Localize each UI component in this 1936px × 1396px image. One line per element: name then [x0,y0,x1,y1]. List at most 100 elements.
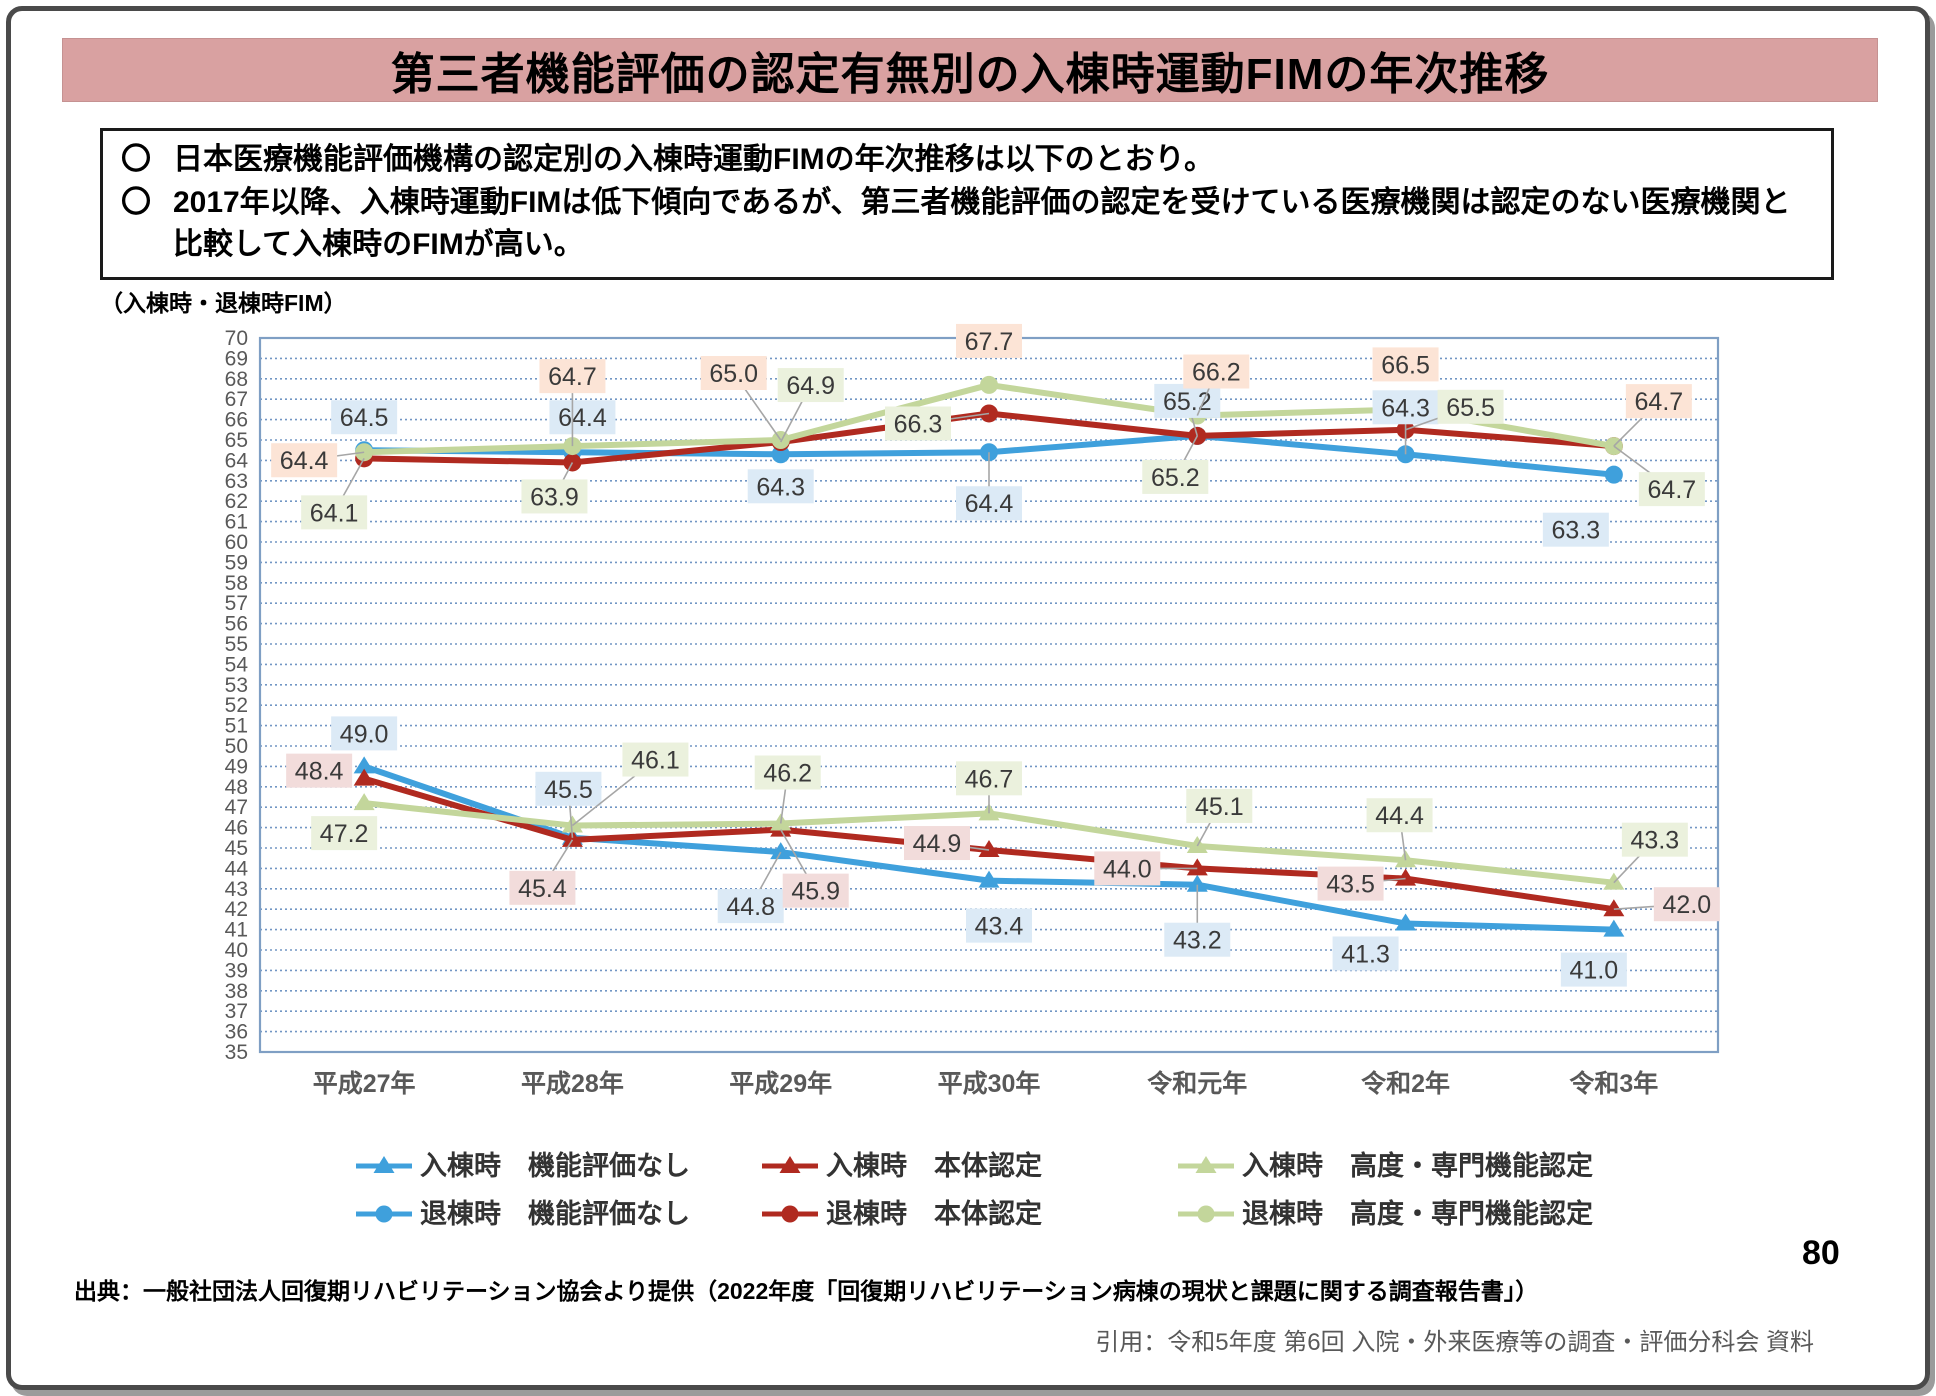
svg-text:41.0: 41.0 [1570,957,1619,985]
svg-text:49.0: 49.0 [340,720,389,748]
bullet-item-1: 〇 日本医療機能評価機構の認定別の入棟時運動FIMの年次推移は以下のとおり。 [121,139,1813,182]
svg-text:平成29年: 平成29年 [729,1069,832,1098]
svg-text:58: 58 [225,572,248,595]
title-bar: 第三者機能評価の認定有無別の入棟時運動FIMの年次推移 [62,38,1878,102]
svg-text:64: 64 [225,449,249,472]
svg-text:46.2: 46.2 [763,760,812,788]
svg-text:44.8: 44.8 [726,893,775,921]
data-label: 43.5 [1317,866,1406,901]
data-label: 64.7 [1613,384,1692,447]
svg-text:47: 47 [225,796,248,819]
data-label: 65.2 [1154,383,1221,437]
data-label: 43.3 [1613,822,1688,884]
page-number: 80 [1802,1234,1840,1272]
svg-text:45: 45 [225,837,248,860]
svg-text:44: 44 [225,857,249,880]
svg-text:平成30年: 平成30年 [938,1069,1041,1098]
svg-text:44.0: 44.0 [1103,855,1152,883]
y-axis-ticks: 7069686766656463626160595857565554535251… [225,327,249,1064]
svg-text:70: 70 [225,327,248,350]
fim-trend-chart: 7069686766656463626160595857565554535251… [225,323,1720,1229]
data-label: 63.9 [521,462,588,514]
svg-text:51: 51 [225,715,248,738]
data-label: 46.7 [956,761,1022,814]
legend-item-2: 入棟時 高度・専門機能認定 [1178,1150,1593,1181]
svg-text:55: 55 [225,633,248,656]
svg-text:64.7: 64.7 [548,363,597,391]
svg-text:57: 57 [225,592,248,615]
bullet-text-2: 2017年以降、入棟時運動FIMは低下傾向であるが、第三者機能評価の認定を受けて… [173,185,1791,262]
svg-text:65.5: 65.5 [1446,394,1495,422]
data-label: 44.4 [1366,798,1433,861]
svg-text:36: 36 [225,1021,248,1044]
data-label: 41.0 [1560,952,1627,987]
data-label: 44.9 [904,826,990,861]
data-label: 43.2 [1164,884,1231,957]
svg-text:64.7: 64.7 [1635,388,1684,416]
data-label: 63.3 [1542,512,1609,547]
data-labels: 49.0 45.5 44.8 43.4 43.2 41.3 41.0 48.4 45.4 45.9… [271,323,1720,987]
svg-text:56: 56 [225,613,248,636]
svg-text:47.2: 47.2 [320,820,369,848]
svg-text:37: 37 [225,1000,248,1023]
svg-text:67: 67 [225,388,248,411]
data-label: 65.0 [700,356,782,441]
data-label: 64.3 [747,469,814,504]
svg-text:退棟時 高度・専門機能認定: 退棟時 高度・専門機能認定 [1242,1198,1593,1229]
data-label: 65.5 [1405,389,1504,431]
svg-text:49: 49 [225,755,248,778]
svg-text:40: 40 [225,939,248,962]
data-label: 65.2 [1142,435,1209,494]
svg-text:63: 63 [225,470,248,493]
svg-text:65.2: 65.2 [1163,388,1212,416]
data-label: 64.7 [539,359,606,447]
svg-text:41.3: 41.3 [1341,940,1390,968]
svg-text:43: 43 [225,878,248,901]
svg-text:62: 62 [225,490,248,513]
svg-text:44.4: 44.4 [1375,802,1424,830]
svg-text:令和元年: 令和元年 [1147,1069,1247,1098]
svg-text:67.7: 67.7 [965,328,1014,356]
svg-text:66: 66 [225,409,248,432]
svg-text:退棟時 本体認定: 退棟時 本体認定 [826,1198,1042,1229]
svg-text:64.4: 64.4 [965,490,1014,518]
svg-text:43.5: 43.5 [1326,871,1375,899]
citation-text: 引用：令和5年度 第6回 入院・外来医療等の調査・評価分科会 資料 [1095,1329,1814,1356]
svg-text:59: 59 [225,551,248,574]
svg-text:39: 39 [225,959,248,982]
data-label: 66.3 [885,406,990,441]
data-label: 42.0 [1613,887,1720,922]
svg-text:43.2: 43.2 [1173,927,1222,955]
svg-text:53: 53 [225,674,248,697]
svg-text:44.9: 44.9 [913,830,962,858]
svg-text:50: 50 [225,735,248,758]
svg-text:60: 60 [225,531,248,554]
data-label: 48.4 [286,753,353,788]
legend-item-3: 退棟時 機能評価なし [356,1198,690,1229]
svg-text:63.9: 63.9 [530,483,579,511]
svg-text:69: 69 [225,347,248,370]
bullet-item-2: 〇 2017年以降、入棟時運動FIMは低下傾向であるが、第三者機能評価の認定を受… [121,182,1813,267]
bullet-marker: 〇 [121,143,151,176]
svg-text:64.1: 64.1 [310,499,359,527]
data-label: 47.2 [311,816,378,851]
bullet-marker: 〇 [121,185,151,219]
svg-text:52: 52 [225,694,248,717]
svg-text:平成27年: 平成27年 [313,1069,416,1098]
summary-box: 〇 日本医療機能評価機構の認定別の入棟時運動FIMの年次推移は以下のとおり。 〇… [100,128,1834,280]
data-label: 49.0 [331,716,398,751]
svg-text:64.9: 64.9 [786,372,835,400]
svg-text:68: 68 [225,368,248,391]
svg-text:45.4: 45.4 [518,875,567,903]
svg-text:38: 38 [225,980,248,1003]
svg-text:65.0: 65.0 [709,360,758,388]
svg-text:63.3: 63.3 [1552,517,1601,545]
svg-text:46: 46 [225,817,248,840]
data-label: 64.4 [549,400,616,435]
svg-text:65.2: 65.2 [1151,464,1200,492]
svg-text:64.4: 64.4 [280,447,329,475]
svg-text:令和2年: 令和2年 [1361,1069,1450,1098]
data-label: 45.4 [509,839,576,905]
data-label: 45.5 [535,771,602,838]
